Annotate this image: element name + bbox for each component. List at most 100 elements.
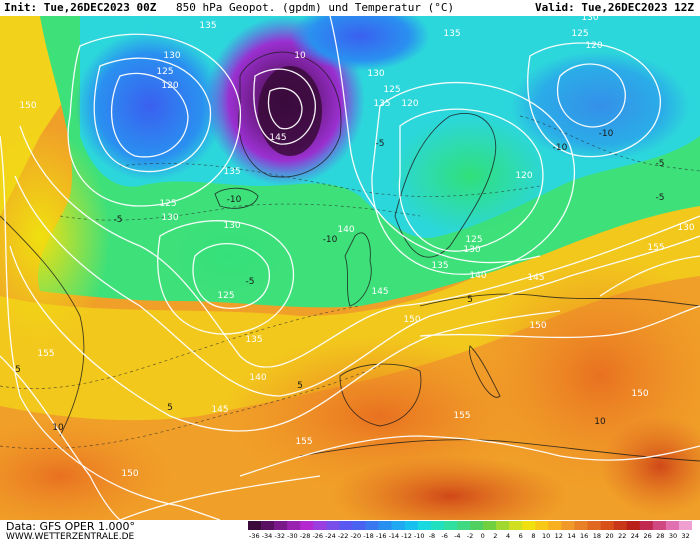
yellow-pocket-west (0, 126, 110, 346)
darkorange-sahara (330, 456, 570, 520)
colorbar-swatch (326, 521, 340, 530)
temperature-colorbar: -36 -34 -32 -30 -28 -26 -24 -22 -20 -18 -16 -14 -12-… (248, 521, 692, 540)
colorbar-swatch (587, 521, 601, 530)
colorbar-swatch (430, 521, 445, 530)
geo-label: 125 (156, 67, 173, 77)
colorbar-tick-label: -32 (274, 532, 285, 540)
isoline-135 (19, 125, 700, 368)
geo-label: 135 (223, 167, 240, 177)
yellow-band (0, 16, 120, 216)
isoline-low-greenland-2 (267, 87, 303, 130)
geo-label: 10 (294, 51, 306, 61)
geo-label: 125 (217, 291, 234, 301)
temp-label: -5 (656, 193, 665, 203)
colorbar-swatch (300, 521, 314, 530)
colorbar-tick-label: 16 (580, 532, 588, 540)
colorbar-swatch (248, 521, 262, 530)
coast-uk (344, 232, 372, 307)
isoline-155-east (599, 255, 700, 297)
colorbar-tick-label: 8 (531, 532, 535, 540)
temp-label: 10 (52, 423, 64, 433)
temp-label: 5 (167, 403, 173, 413)
temp-label: 5 (467, 295, 473, 305)
colorbar-swatch (417, 521, 432, 530)
geo-label: 135 (373, 99, 390, 109)
geo-label: 150 (19, 101, 36, 111)
colorbar-tick-label: 12 (555, 532, 563, 540)
geo-label: 125 (159, 199, 176, 209)
colorbar-tick-label: -14 (389, 532, 400, 540)
colorbar-tick-label: -34 (262, 532, 273, 540)
green-pocket-atl (170, 216, 290, 296)
data-source: Data: GFS OPER 1.000° (6, 520, 135, 533)
isoline-145 (9, 245, 561, 432)
colorbar-swatch (548, 521, 562, 530)
blue-arctic (290, 16, 430, 71)
colorbar-swatch (652, 521, 667, 530)
geo-label: 150 (631, 389, 648, 399)
colorbar-swatch (678, 521, 692, 530)
colorbar-swatch (352, 521, 366, 530)
colorbar-swatch (561, 521, 575, 530)
geo-label: 125 (571, 29, 588, 39)
colorbar-tick-label: -6 (441, 532, 447, 540)
colorbar-swatch (313, 521, 327, 530)
geopotential-labels: 135 130 125 120 150 10 145 135 130 125 1… (19, 16, 694, 479)
darkorange-east (600, 416, 700, 516)
isoline-low-west-3 (67, 33, 241, 207)
colorbar-tick-label: -8 (429, 532, 435, 540)
temperature-labels: -10 -10 -5 -5 -10 -5 -10 -5 5 5 5 10 10 … (15, 129, 664, 433)
temperature-contours (0, 115, 700, 450)
isoline-130-north (329, 16, 541, 264)
geo-label: 135 (443, 29, 460, 39)
yellow-band-2 (0, 196, 700, 421)
geo-label: 135 (199, 21, 216, 31)
temp-label: -5 (656, 159, 665, 169)
colorbar-swatch (496, 521, 510, 530)
valid-time: Valid: Tue,26DEC2023 12Z (535, 1, 694, 14)
geopotential-contours (0, 16, 700, 520)
geo-label: 155 (295, 437, 312, 447)
coast-europe (419, 293, 700, 307)
colorbar-tick-label: -26 (312, 532, 323, 540)
geo-label: 150 (403, 315, 420, 325)
isoline-low-greenland (253, 68, 316, 145)
colorbar-swatch (287, 521, 301, 530)
colorbar-tick-label: 18 (593, 532, 601, 540)
colorbar-tick-label: -4 (454, 532, 460, 540)
colorbar-swatch (665, 521, 680, 530)
isoline-155 (0, 355, 121, 520)
temp-label: 10 (594, 417, 606, 427)
isoline-atl-low (192, 243, 270, 309)
site-url: WWW.WETTERZENTRALE.DE (6, 532, 135, 542)
geo-label: 155 (453, 411, 470, 421)
temp-label: -5 (246, 277, 255, 287)
colorbar-tick-label: 14 (567, 532, 575, 540)
geo-label: 125 (465, 235, 482, 245)
colorbar-swatch (391, 521, 406, 530)
colorbar-swatch (443, 521, 458, 530)
colorbar-tick-label: -36 (249, 532, 260, 540)
isoline-scand-low-2 (371, 81, 576, 275)
geo-label: 145 (371, 287, 388, 297)
geo-label: 140 (469, 271, 486, 281)
geo-label: 130 (463, 245, 480, 255)
colorbar-tick-label: 32 (682, 532, 690, 540)
coast-northamerica (0, 215, 85, 437)
colorbar-swatch (470, 521, 484, 530)
geo-label: 130 (163, 51, 180, 61)
blue-russia (510, 51, 690, 161)
colorbar-swatch (339, 521, 353, 530)
geo-label: 135 (431, 261, 448, 271)
temp-label: 5 (297, 381, 303, 391)
isoline-low-west-1 (93, 57, 212, 173)
geo-label: 130 (223, 221, 240, 231)
geo-label: 130 (677, 223, 694, 233)
colorbar-swatch (613, 521, 628, 530)
colorbar-swatch (365, 521, 379, 530)
geo-label: 155 (647, 243, 664, 253)
colorbar-tick-label: 10 (542, 532, 550, 540)
colorbar-swatch (261, 521, 275, 530)
geo-label: 135 (245, 335, 262, 345)
colorbar-tick-label: -24 (325, 532, 336, 540)
